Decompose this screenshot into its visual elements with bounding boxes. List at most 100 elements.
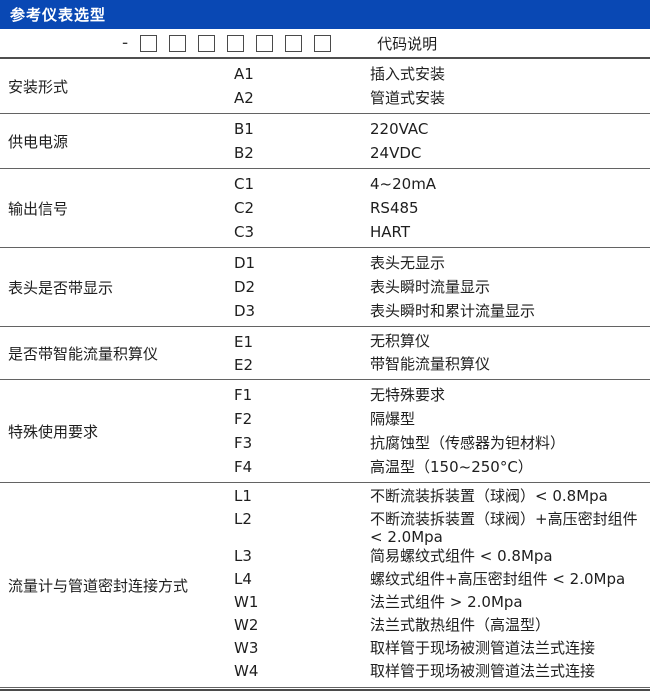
option-desc: 220VAC [370,119,429,138]
option-code: C2 [234,199,255,217]
option-row: W4 取样管于现场被测管道法兰式连接 [224,661,650,684]
option-code: W4 [234,662,259,680]
option-desc: 高温型（150~250°C） [370,457,533,476]
option-desc: 螺纹式组件+高压密封组件 < 2.0Mpa [370,570,626,588]
option-code: B1 [234,120,254,138]
option-code: B2 [234,144,254,162]
section-output-signal: 输出信号 C1 4~20mA C2 RS485 C3 HART [0,169,650,248]
option-desc: RS485 [370,198,419,217]
option-code: F2 [234,410,253,428]
option-desc: 取样管于现场被测管道法兰式连接 [370,639,596,657]
option-code: L2 [234,510,252,528]
option-row: B1 220VAC [224,117,650,141]
option-row: C2 RS485 [224,196,650,220]
options-list: E1 无积算仪 E2 带智能流量积算仪 [224,327,650,379]
options-list: A1 插入式安装 A2 管道式安装 [224,59,650,113]
option-desc: 不断流装拆装置（球阀）< 0.8Mpa [370,487,608,505]
category-label: 特殊使用要求 [8,422,99,441]
code-placeholder-box [169,34,187,52]
code-placeholder-box [227,34,245,52]
model-code-selector-row: - 代码说明 [0,29,650,59]
code-placeholder-box [256,34,274,52]
code-placeholder-box [140,34,158,52]
option-desc: 24VDC [370,143,422,162]
option-row: F2 隔爆型 [224,407,650,431]
option-code: A2 [234,89,254,107]
option-code: A1 [234,65,254,83]
option-code: L1 [234,487,252,505]
option-row: E1 无积算仪 [224,330,650,353]
option-code: L3 [234,547,252,565]
option-desc: 法兰式组件 > 2.0Mpa [370,593,523,611]
option-desc: 表头瞬时流量显示 [370,277,491,296]
section-installation-type: 安装形式 A1 插入式安装 A2 管道式安装 [0,59,650,114]
category-label: 流量计与管道密封连接方式 [8,576,189,595]
option-code: F1 [234,386,253,404]
option-row: D2 表头瞬时流量显示 [224,275,650,299]
option-desc: 带智能流量积算仪 [370,355,491,374]
option-row: L1 不断流装拆装置（球阀）< 0.8Mpa [224,486,650,509]
option-desc: 无积算仪 [370,332,431,351]
option-row: F1 无特殊要求 [224,383,650,407]
option-code: F3 [234,434,253,452]
option-desc: 管道式安装 [370,88,446,107]
option-row: E2 带智能流量积算仪 [224,353,650,376]
options-list: B1 220VAC B2 24VDC [224,114,650,168]
section-display-type: 表头是否带显示 D1 表头无显示 D2 表头瞬时流量显示 D3 表头瞬时和累计流… [0,248,650,327]
option-code: E1 [234,332,254,351]
option-code: W3 [234,639,259,657]
category-label: 供电电源 [8,132,69,151]
option-row: W2 法兰式散热组件（高温型） [224,615,650,638]
option-code: D2 [234,278,256,296]
options-list: L1 不断流装拆装置（球阀）< 0.8Mpa L2 不断流装拆装置（球阀）+高压… [224,483,650,687]
option-row: L4 螺纹式组件+高压密封组件 < 2.0Mpa [224,569,650,592]
option-row: C1 4~20mA [224,172,650,196]
section-title-bar: 参考仪表选型 [0,0,650,29]
option-desc: 隔爆型 [370,409,416,428]
category-label: 是否带智能流量积算仪 [8,344,159,363]
option-row: C3 HART [224,220,650,244]
option-code: D3 [234,302,256,320]
option-desc: 抗腐蚀型（传感器为钽材料） [370,433,566,452]
code-placeholder-box [285,34,303,52]
category-label: 表头是否带显示 [8,278,114,297]
option-row: L3 简易螺纹式组件 < 0.8Mpa [224,546,650,569]
section-pipe-seal-connection: 流量计与管道密封连接方式 L1 不断流装拆装置（球阀）< 0.8Mpa L2 不… [0,483,650,688]
option-code: D1 [234,254,256,272]
option-code: W2 [234,616,259,634]
option-row: F4 高温型（150~250°C） [224,455,650,479]
options-list: F1 无特殊要求 F2 隔爆型 F3 抗腐蚀型（传感器为钽材料） F4 高温型（… [224,380,650,482]
option-desc: HART [370,222,411,241]
option-code: F4 [234,458,253,476]
option-row: D1 表头无显示 [224,251,650,275]
option-desc: 无特殊要求 [370,385,446,404]
code-placeholder-box [198,34,216,52]
option-row: L2 不断流装拆装置（球阀）+高压密封组件 < 2.0Mpa [224,509,650,546]
code-description-header: 代码说明 [377,34,438,53]
section-flow-totalizer: 是否带智能流量积算仪 E1 无积算仪 E2 带智能流量积算仪 [0,327,650,380]
section-power-supply: 供电电源 B1 220VAC B2 24VDC [0,114,650,169]
option-row: D3 表头瞬时和累计流量显示 [224,299,650,323]
option-code: C3 [234,223,255,241]
dash-separator: - [122,32,129,53]
option-desc: 法兰式散热组件（高温型） [370,616,551,634]
option-desc: 插入式安装 [370,64,446,83]
page-title: 参考仪表选型 [10,6,107,24]
option-desc: 4~20mA [370,174,437,193]
option-row: A2 管道式安装 [224,86,650,110]
option-row: B2 24VDC [224,141,650,165]
category-label: 安装形式 [8,77,69,96]
option-desc: 取样管于现场被测管道法兰式连接 [370,662,596,680]
option-row: A1 插入式安装 [224,62,650,86]
option-row: W3 取样管于现场被测管道法兰式连接 [224,638,650,661]
code-placeholder-box [314,34,332,52]
category-label: 输出信号 [8,199,69,218]
option-row: W1 法兰式组件 > 2.0Mpa [224,592,650,615]
options-list: C1 4~20mA C2 RS485 C3 HART [224,169,650,247]
option-code: E2 [234,355,254,374]
option-code: L4 [234,570,252,588]
option-desc: 表头无显示 [370,253,446,272]
option-desc: 表头瞬时和累计流量显示 [370,301,536,320]
option-row: F3 抗腐蚀型（传感器为钽材料） [224,431,650,455]
